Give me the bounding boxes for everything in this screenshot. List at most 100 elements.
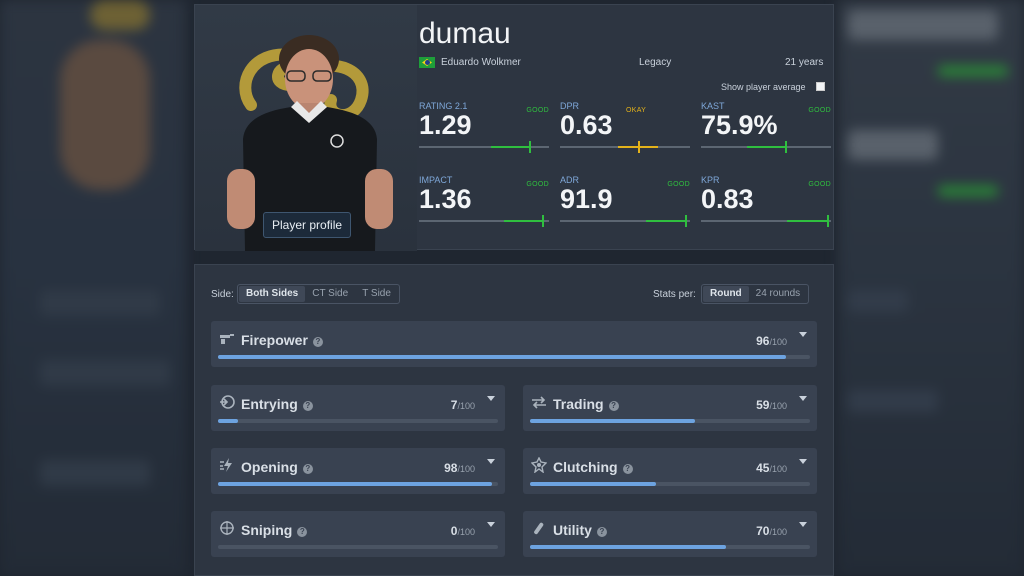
help-icon[interactable]: ?	[596, 527, 607, 537]
stat-scale-marker	[638, 141, 640, 153]
attribute-score: 59/100	[756, 398, 787, 412]
stat-scale-marker	[827, 215, 829, 227]
background-bar	[40, 360, 170, 386]
stat-scale-fill	[504, 220, 544, 222]
attribute-progress-track	[218, 355, 810, 359]
show-average-checkbox[interactable]	[816, 82, 825, 91]
attribute-name: Clutching?	[553, 459, 633, 475]
attribute-score: 7/100	[450, 398, 475, 412]
stat-label: DPR	[560, 101, 580, 111]
player-photo: Player profile	[195, 5, 417, 251]
side-filter-label: Side:	[211, 289, 234, 300]
chevron-down-icon[interactable]	[799, 522, 807, 527]
opening-icon	[219, 457, 235, 473]
stat-rating: GOOD	[808, 107, 831, 114]
chevron-down-icon[interactable]	[487, 396, 495, 401]
stats-per-label: Stats per:	[653, 289, 696, 300]
player-team[interactable]: Legacy	[639, 57, 672, 68]
side-option-t-side[interactable]: T Side	[362, 288, 391, 299]
stat-value: 91.9	[560, 184, 613, 214]
attribute-progress-track	[530, 419, 810, 423]
background-bar	[848, 390, 938, 412]
background-bar	[848, 290, 908, 312]
player-full-name: Eduardo Wolkmer	[441, 57, 521, 68]
attribute-row-utility[interactable]: Utility? 70/100	[523, 511, 817, 557]
per-option-round[interactable]: Round	[703, 286, 749, 302]
chevron-down-icon[interactable]	[799, 396, 807, 401]
stat-value: 75.9%	[701, 110, 778, 140]
side-option-ct-side[interactable]: CT Side	[312, 288, 349, 299]
stat-rating: GOOD	[526, 181, 549, 188]
firepower-icon	[219, 330, 235, 346]
attribute-row-opening[interactable]: Opening? 98/100	[211, 448, 505, 494]
attribute-row-entrying[interactable]: Entrying? 7/100	[211, 385, 505, 431]
stat-value: 1.29	[419, 110, 472, 140]
help-icon[interactable]: ?	[622, 464, 633, 474]
attribute-score: 0/100	[450, 524, 475, 538]
player-nickname: dumau	[419, 17, 511, 50]
chevron-down-icon[interactable]	[487, 459, 495, 464]
utility-icon	[531, 520, 547, 536]
attribute-score: 45/100	[756, 461, 787, 475]
stat-scale	[701, 141, 831, 153]
stat-value: 1.36	[419, 184, 472, 214]
attribute-progress-fill	[218, 355, 786, 359]
chevron-down-icon[interactable]	[487, 522, 495, 527]
stat-label: KPR	[701, 175, 720, 185]
attribute-progress-fill	[218, 419, 238, 423]
stats-per-filter: Round 24 rounds	[701, 284, 810, 304]
attribute-name: Entrying?	[241, 396, 313, 412]
stat-scale-marker	[542, 215, 544, 227]
attribute-row-clutching[interactable]: Clutching? 45/100	[523, 448, 817, 494]
attribute-name: Trading?	[553, 396, 619, 412]
stat-scale	[419, 141, 549, 153]
stat-label: KAST	[701, 101, 725, 111]
stat-scale-fill	[787, 220, 827, 222]
stat-rating: OKAY	[626, 107, 647, 114]
stat-label: IMPACT	[419, 175, 453, 185]
side-option-both-sides[interactable]: Both Sides	[239, 286, 306, 302]
brazil-flag-icon	[419, 57, 435, 68]
attribute-score: 98/100	[444, 461, 475, 475]
background-bar	[40, 460, 150, 486]
attribute-progress-track	[218, 545, 498, 549]
help-icon[interactable]: ?	[312, 337, 323, 347]
per-option-24-rounds[interactable]: 24 rounds	[755, 288, 801, 299]
stat-label: RATING 2.1	[419, 101, 468, 111]
show-average-label: Show player average	[721, 82, 806, 92]
stat-value: 0.83	[701, 184, 754, 214]
attribute-progress-fill	[530, 419, 695, 423]
stat-label: ADR	[560, 175, 580, 185]
stat-scale-marker	[685, 215, 687, 227]
attribute-progress-track	[530, 545, 810, 549]
stat-scale-fill	[747, 146, 787, 148]
attribute-name: Utility?	[553, 522, 607, 538]
help-icon[interactable]: ?	[302, 401, 313, 411]
player-summary-card: Player profile dumau Eduardo Wolkmer Leg…	[194, 4, 834, 251]
attribute-progress-track	[530, 482, 810, 486]
chevron-down-icon[interactable]	[799, 332, 807, 337]
stat-kpr: KPR 0.83 GOOD	[701, 175, 831, 227]
stat-impact: IMPACT 1.36 GOOD	[419, 175, 549, 227]
attribute-progress-fill	[530, 482, 656, 486]
attribute-row-firepower[interactable]: Firepower? 96/100	[211, 321, 817, 367]
help-icon[interactable]: ?	[302, 464, 313, 474]
attribute-name: Opening?	[241, 459, 313, 475]
stat-rating: GOOD	[808, 181, 831, 188]
attribute-row-sniping[interactable]: Sniping? 0/100	[211, 511, 505, 557]
entrying-icon	[219, 394, 235, 410]
stat-scale	[701, 215, 831, 227]
help-icon[interactable]: ?	[608, 401, 619, 411]
help-icon[interactable]: ?	[297, 527, 308, 537]
attribute-row-trading[interactable]: Trading? 59/100	[523, 385, 817, 431]
background-text-blur	[848, 130, 938, 160]
attribute-progress-track	[218, 482, 498, 486]
background-bar	[40, 290, 160, 316]
background-left-blur	[0, 0, 186, 576]
stat-scale-marker	[785, 141, 787, 153]
player-age: 21 years	[785, 57, 824, 68]
background-bar	[938, 66, 1008, 76]
player-profile-button[interactable]: Player profile	[263, 212, 352, 238]
chevron-down-icon[interactable]	[799, 459, 807, 464]
attribute-score: 96/100	[756, 334, 787, 348]
